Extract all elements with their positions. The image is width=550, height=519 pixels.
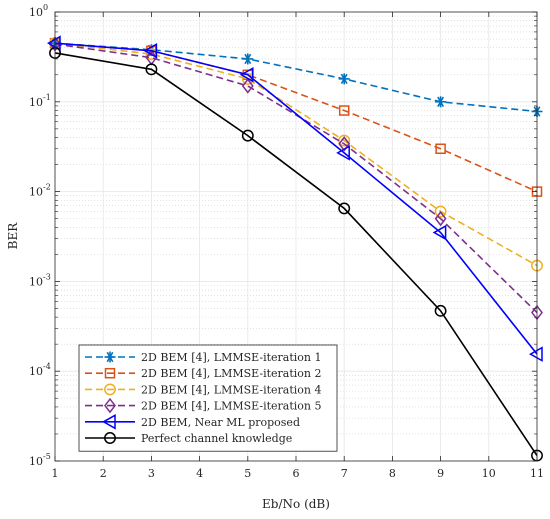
triangle-left-marker <box>101 414 116 430</box>
legend-label: 2D BEM [4], LMMSE-iteration 4 <box>141 383 322 396</box>
legend-item: 2D BEM [4], LMMSE-iteration 2 <box>85 367 322 380</box>
legend-label: 2D BEM, Near ML proposed <box>141 416 300 429</box>
asterisk-marker <box>435 96 447 108</box>
legend-item: 2D BEM, Near ML proposed <box>85 414 300 430</box>
legend-item: 2D BEM [4], LMMSE-iteration 4 <box>85 383 322 396</box>
x-axis-label: Eb/No (dB) <box>262 497 330 511</box>
triangle-left-marker <box>143 42 158 59</box>
square-marker <box>435 143 446 155</box>
legend-box <box>78 344 338 452</box>
triangle-left-marker <box>239 66 254 83</box>
legend-item: 2D BEM [4], LMMSE-iteration 1 <box>85 351 322 364</box>
x-tick-labels: 1 2 3 4 5 6 7 8 9 10 11 <box>52 467 545 480</box>
legend-item: 2D BEM [4], LMMSE-iteration 5 <box>85 397 322 414</box>
diamond-marker <box>241 78 254 94</box>
triangle-left-marker <box>432 224 447 241</box>
circle-marker <box>104 383 116 396</box>
legend-item: Perfect channel knowledge <box>85 432 292 445</box>
series-line <box>54 52 538 456</box>
series-5 <box>46 35 543 362</box>
circle-marker <box>145 63 158 76</box>
y-tick-label: 10-3 <box>29 272 51 288</box>
y-tick-labels: 100 10-1 10-2 10-3 10-4 10-5 <box>29 3 51 468</box>
x-tick-label: 4 <box>196 467 203 480</box>
circle-marker <box>338 134 351 147</box>
y-tick-label: 10-1 <box>29 93 51 109</box>
diamond-marker <box>434 210 447 227</box>
x-tick-label: 11 <box>530 467 544 480</box>
x-tick-label: 5 <box>244 467 251 480</box>
y-tick-label: 10-5 <box>29 452 51 468</box>
legend: 2D BEM [4], LMMSE-iteration 1 2D BEM [4],… <box>78 344 338 452</box>
square-marker <box>104 367 116 379</box>
triangle-left-marker <box>336 145 350 161</box>
y-tick-label: 10-4 <box>29 362 51 378</box>
x-tick-label: 1 <box>52 467 59 480</box>
square-marker <box>338 105 350 116</box>
series-line <box>54 42 538 267</box>
series-line <box>54 42 538 355</box>
axis-ticks <box>54 11 538 462</box>
series-line <box>54 42 538 113</box>
diamond-marker <box>338 136 351 152</box>
diamond-marker <box>104 397 116 414</box>
asterisk-marker <box>104 351 116 363</box>
triangle-left-marker <box>46 35 61 51</box>
circle-marker <box>434 205 447 218</box>
series-layer <box>46 35 543 462</box>
legend-label: 2D BEM [4], LMMSE-iteration 5 <box>141 400 322 413</box>
asterisk-marker <box>242 53 254 65</box>
asterisk-marker <box>338 73 350 85</box>
circle-marker <box>104 432 116 444</box>
series-line <box>54 43 538 314</box>
x-tick-label: 8 <box>389 467 396 480</box>
circle-marker <box>434 304 447 317</box>
triangle-left-marker <box>528 346 543 362</box>
x-tick-label: 6 <box>293 467 300 480</box>
x-tick-label: 10 <box>482 467 496 480</box>
y-tick-label: 10-2 <box>29 183 51 199</box>
x-tick-label: 7 <box>341 467 348 480</box>
series-1 <box>49 37 543 117</box>
y-tick-label: 100 <box>29 3 48 19</box>
circle-marker <box>338 202 351 215</box>
x-tick-label: 3 <box>148 467 155 480</box>
circle-marker <box>241 129 254 142</box>
legend-label: 2D BEM [4], LMMSE-iteration 1 <box>141 351 322 364</box>
y-axis-label: BER <box>6 222 20 250</box>
x-tick-label: 9 <box>437 467 444 480</box>
legend-label: 2D BEM [4], LMMSE-iteration 2 <box>141 367 322 380</box>
x-tick-label: 2 <box>100 467 107 480</box>
legend-label: Perfect channel knowledge <box>141 432 292 445</box>
